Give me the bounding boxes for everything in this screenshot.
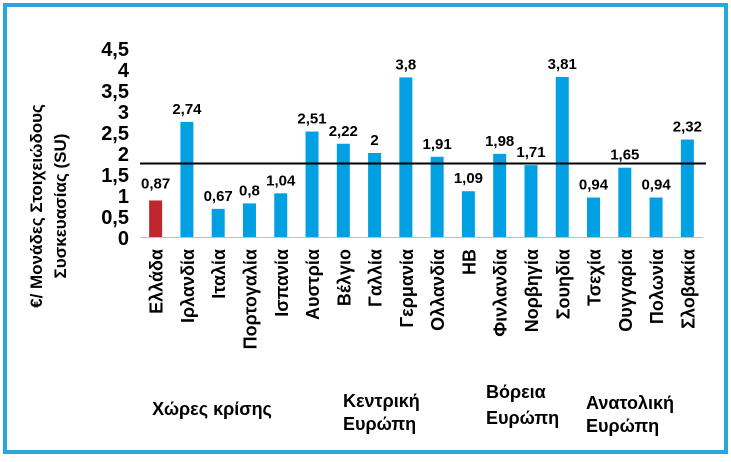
bar (649, 197, 663, 237)
y-tick-label: 1 (118, 186, 129, 208)
category-label: Γερμανία (397, 249, 417, 328)
bar (211, 208, 225, 237)
bar (399, 77, 413, 238)
y-tick-label: 4 (118, 60, 130, 82)
y-axis-title-line-2: Συσκευασίας (SU) (51, 134, 70, 279)
category-label: Αυστρία (303, 249, 323, 320)
y-axis-title: €/ Μονάδες Στοιχειώδους Συσκευασίας (SU) (27, 104, 70, 308)
category-label: Ελλάδα (147, 249, 167, 314)
bar (430, 156, 444, 237)
value-label: 3,8 (395, 56, 416, 73)
chart-border (3, 3, 728, 454)
bar (180, 121, 194, 237)
y-tick-label: 2 (118, 144, 129, 166)
category-label: Φινλανδία (491, 249, 511, 337)
group-labels: Χώρες κρίσης Κεντρική Ευρώπη Βόρεια Ευρώπη Αν… (152, 382, 674, 436)
group-label: Κεντρική (343, 391, 420, 411)
value-label: 2,74 (172, 101, 202, 118)
bar (461, 191, 475, 237)
value-label: 0,87 (141, 175, 170, 192)
category-label: ΗΒ (459, 249, 479, 275)
value-label: 2,51 (297, 111, 326, 128)
category-label: Ισπανία (272, 249, 292, 317)
value-label: 1,09 (454, 170, 483, 187)
value-label: 2,32 (673, 119, 702, 136)
value-label: 0,8 (239, 182, 260, 199)
value-label: 0,94 (641, 177, 671, 194)
group-label: Ευρώπη (343, 414, 416, 434)
value-label: 1,91 (423, 136, 452, 153)
category-label: Γαλλία (366, 249, 386, 307)
group-label: Ανατολική (586, 393, 674, 413)
value-label: 1,98 (485, 133, 514, 150)
category-label: Πορτογαλία (240, 249, 260, 349)
category-label: Τσεχία (585, 249, 605, 306)
category-labels: Ελλάδα Ιρλανδία Ιταλία Πορτογαλία Ισπανία Αυσ… (147, 249, 699, 349)
category-label: Σλοβακία (678, 249, 698, 329)
bar (493, 153, 507, 237)
y-tick-label: 3 (118, 102, 129, 124)
value-label: 0,67 (204, 188, 233, 205)
bar (524, 165, 538, 237)
bar (680, 139, 694, 237)
bar (149, 200, 163, 237)
y-tick-label: 4,5 (101, 39, 129, 61)
value-label: 1,04 (266, 172, 296, 189)
bar (587, 197, 601, 237)
category-label: Ιταλία (209, 249, 229, 299)
category-label: Ιρλανδία (178, 249, 198, 323)
y-axis-ticks: 00,511,522,533,544,5 (101, 39, 130, 250)
category-label: Νορβηγία (522, 249, 542, 332)
bar (368, 153, 382, 237)
value-label: 1,71 (516, 144, 545, 161)
bars (149, 76, 694, 238)
bar (274, 193, 288, 237)
bar (618, 167, 632, 237)
category-label: Βέλγιο (334, 249, 354, 306)
y-tick-label: 0 (118, 228, 129, 250)
group-label: Χώρες κρίσης (152, 399, 272, 419)
category-label: Ουγγαρία (616, 249, 636, 332)
group-label: Βόρεια (486, 382, 546, 402)
category-label: Ολλανδία (428, 249, 448, 331)
bar (555, 76, 569, 237)
group-label: Ευρώπη (486, 408, 559, 428)
y-tick-label: 3,5 (101, 81, 129, 103)
y-axis-title-line-1: €/ Μονάδες Στοιχειώδους (27, 104, 46, 308)
value-label: 0,94 (579, 177, 609, 194)
bar (305, 131, 319, 237)
value-labels: 0,87 2,74 0,67 0,8 1,04 2,512,22 2 3,8 1,911,09 1… (141, 56, 702, 205)
category-label: Πολωνία (647, 249, 667, 324)
value-label: 2 (370, 132, 378, 149)
y-tick-label: 1,5 (101, 165, 129, 187)
y-tick-label: 2,5 (101, 123, 129, 145)
value-label: 3,81 (548, 56, 577, 73)
bar (242, 203, 256, 237)
value-label: 1,65 (610, 147, 639, 164)
category-label: Σουηδία (553, 249, 573, 319)
bar (336, 143, 350, 237)
y-tick-label: 0,5 (101, 207, 129, 229)
value-label: 2,22 (329, 123, 358, 140)
group-label: Ευρώπη (586, 416, 659, 436)
